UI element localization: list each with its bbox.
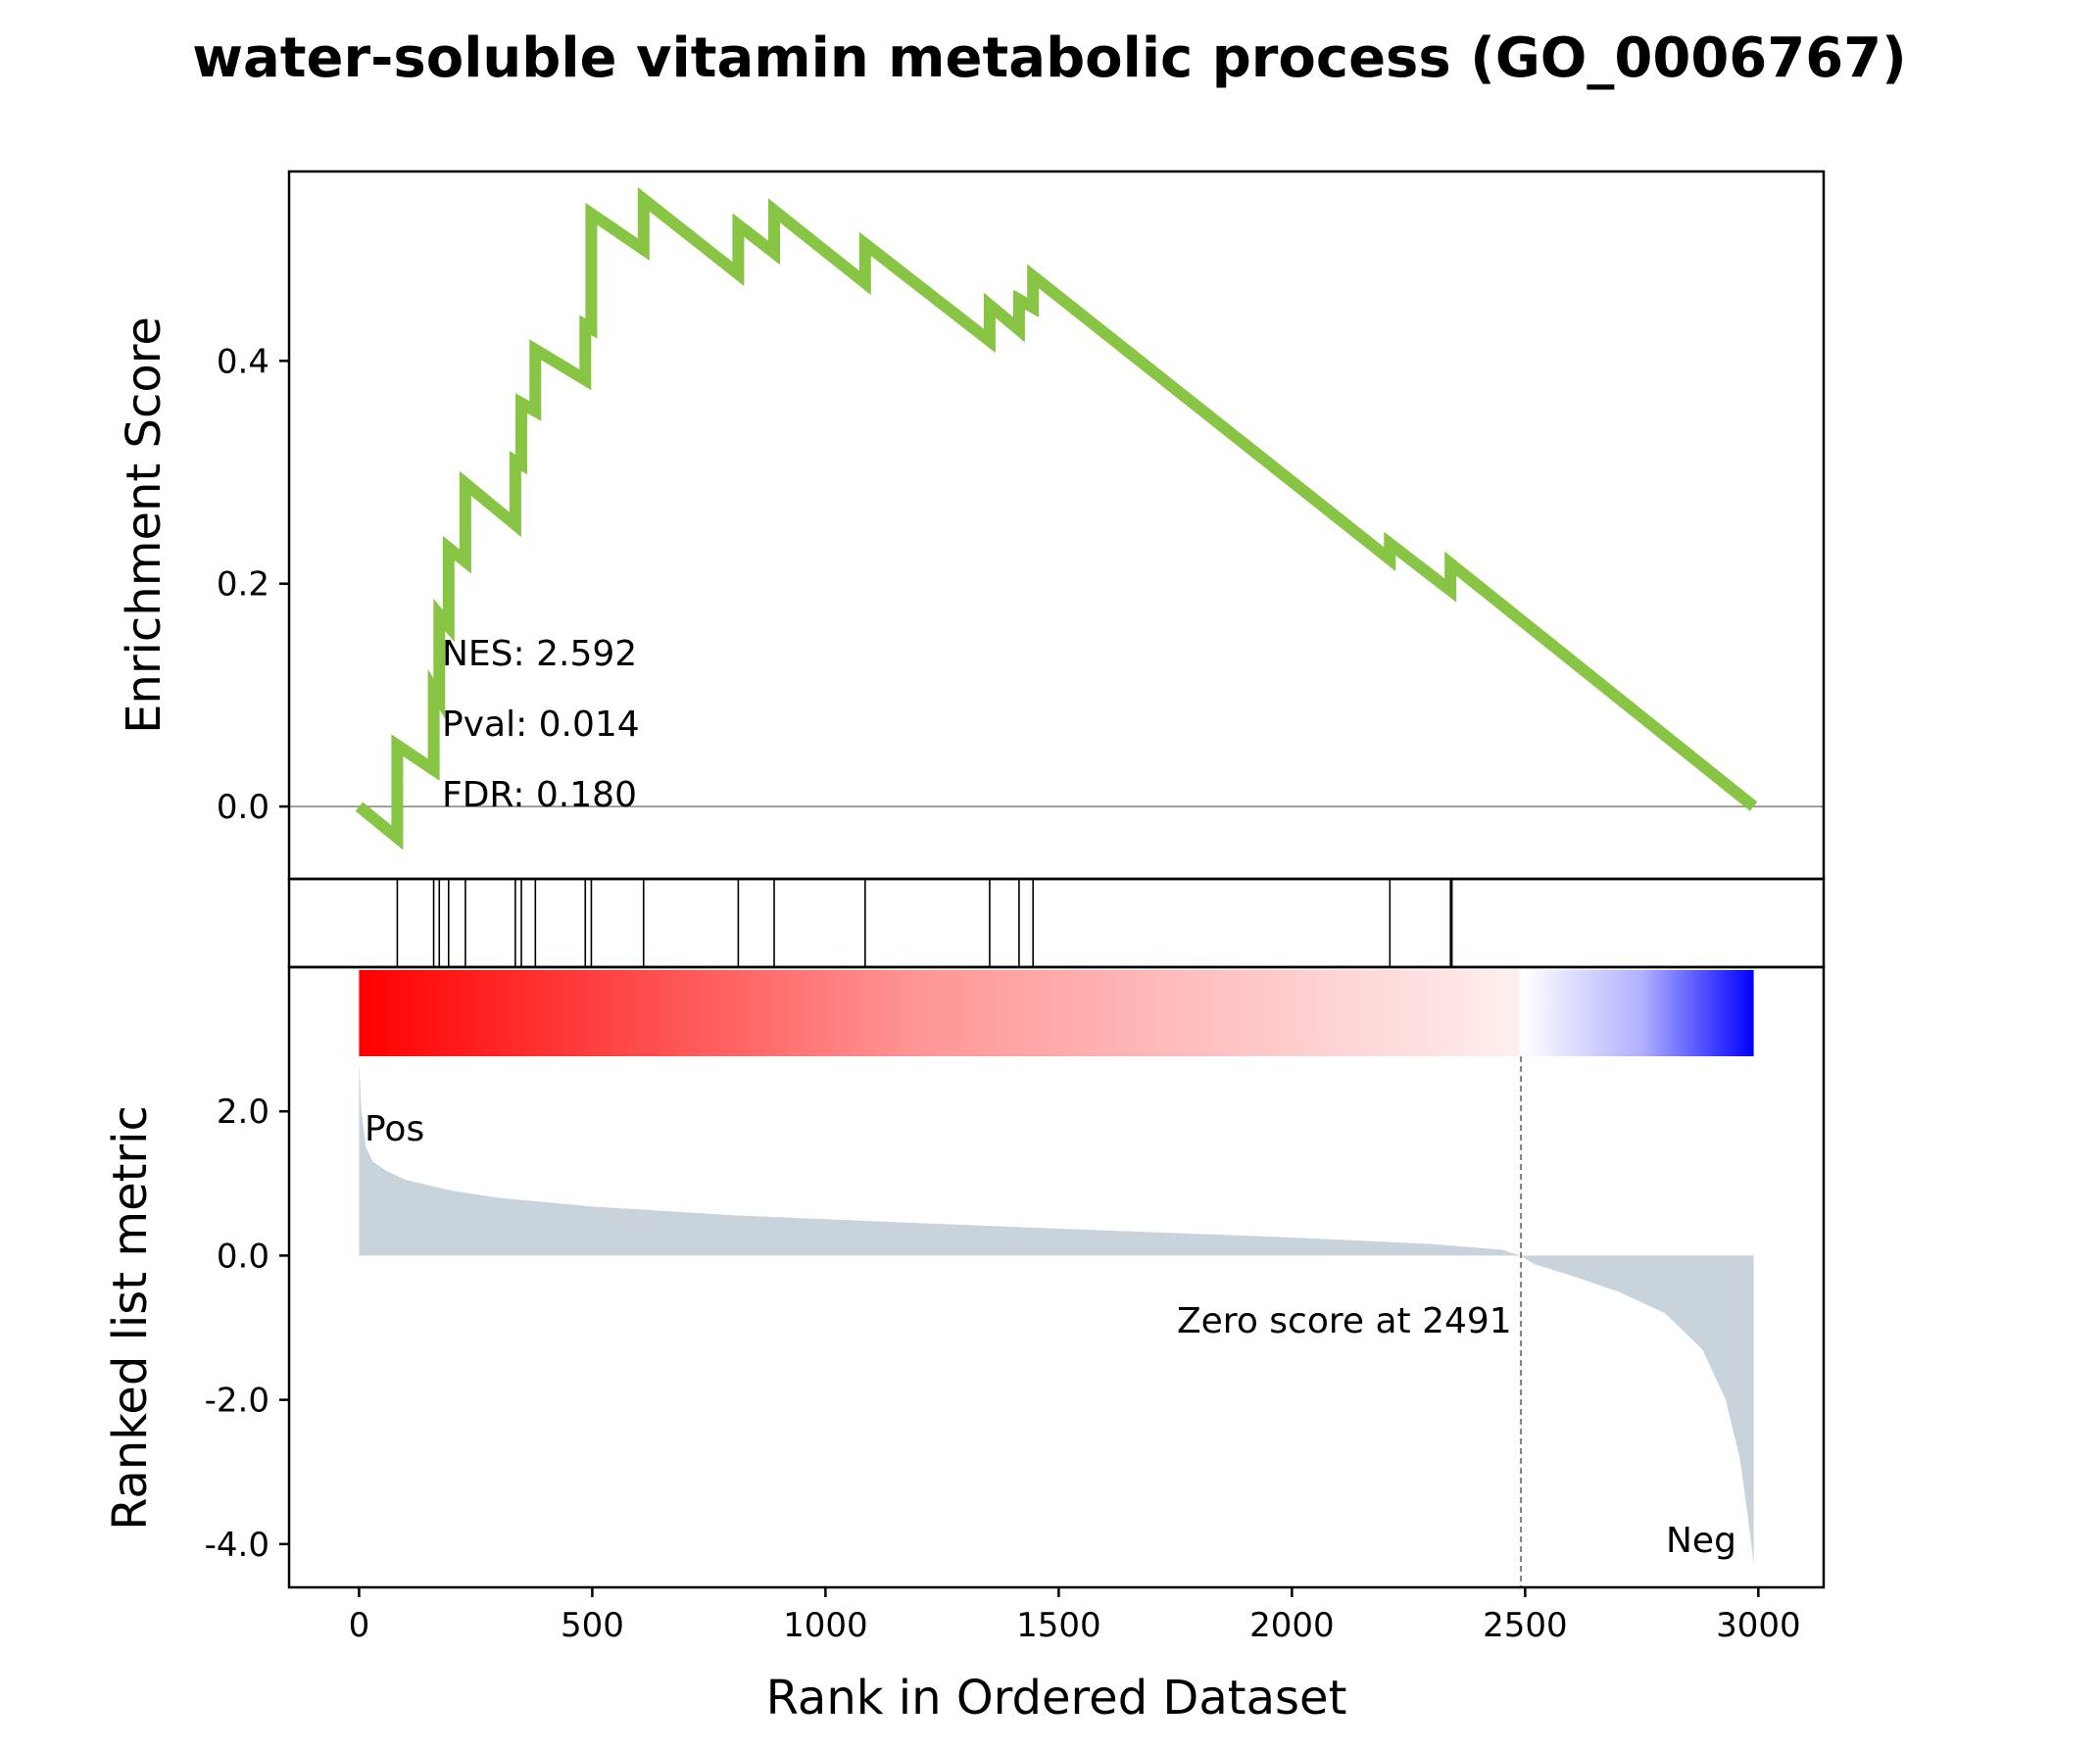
pos-label: Pos	[365, 1109, 424, 1149]
es-y-tick-label: 0.0	[217, 788, 269, 827]
x-tick-label: 1500	[1016, 1606, 1101, 1645]
nes-stat: NES: 2.592	[442, 634, 637, 674]
x-axis-ticks: 0 500 1000 1500 2000 2500 3000	[349, 1587, 1801, 1645]
x-tick-label: 500	[561, 1606, 624, 1645]
enrichment-score-line	[355, 187, 1758, 851]
metric-y-tick-label: 2.0	[217, 1093, 269, 1132]
metric-y-tick-label: -4.0	[205, 1526, 269, 1565]
x-tick-label: 1000	[783, 1606, 868, 1645]
es-y-tick-label: 0.2	[217, 565, 269, 605]
x-tick-label: 2500	[1483, 1606, 1568, 1645]
es-y-ticks: 0.0 0.2 0.4	[217, 342, 289, 827]
ranked-metric-area	[359, 1060, 1754, 1566]
neg-label: Neg	[1666, 1521, 1736, 1561]
metric-y-tick-label: -2.0	[205, 1382, 269, 1421]
es-y-tick-label: 0.4	[217, 342, 269, 381]
x-tick-label: 0	[349, 1606, 370, 1645]
es-y-axis-label: Enrichment Score	[117, 316, 171, 734]
gene-hits-panel	[287, 877, 1826, 969]
chart-title: water-soluble vitamin metabolic process …	[192, 26, 1906, 90]
metric-y-tick-label: 0.0	[217, 1237, 269, 1276]
metric-y-axis-label: Ranked list metric	[103, 1105, 158, 1531]
hits-panel-frame	[287, 877, 1826, 969]
ranked-metric-panel: Zero score at 2491 Pos Neg 2.0 0.0 -2.0 -4.…	[103, 965, 1826, 1589]
gene-hit-ticks	[396, 879, 1453, 967]
x-tick-label: 3000	[1716, 1606, 1801, 1645]
fdr-stat: FDR: 0.180	[442, 775, 637, 815]
enrichment-score-panel: 0.0 0.2 0.4 Enrichment Score NES: 2.592 Pv…	[117, 170, 1826, 881]
x-axis-label: Rank in Ordered Dataset	[766, 1671, 1347, 1726]
x-tick-label: 2000	[1249, 1606, 1335, 1645]
zero-score-label: Zero score at 2491	[1177, 1301, 1512, 1341]
rank-color-gradient-bar	[359, 970, 1754, 1056]
pval-stat: Pval: 0.014	[442, 705, 640, 745]
metric-panel-frame	[287, 965, 1826, 1589]
metric-y-ticks: 2.0 0.0 -2.0 -4.0	[205, 1093, 289, 1565]
